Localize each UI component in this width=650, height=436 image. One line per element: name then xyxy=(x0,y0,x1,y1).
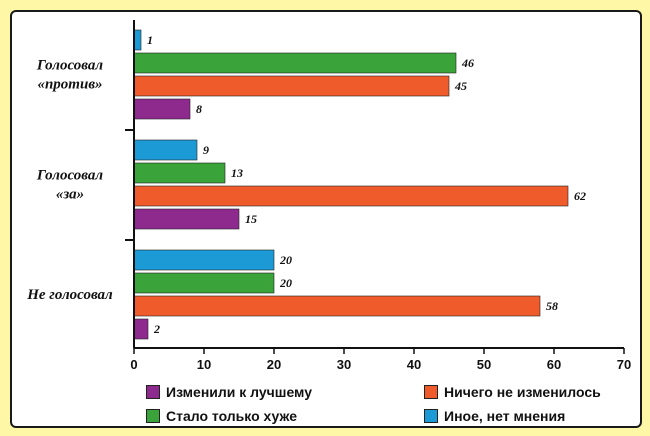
legend-item-worse: Стало только хуже xyxy=(146,408,297,424)
legend-item-better: Изменили к лучшему xyxy=(146,384,312,400)
x-tick-label-20: 20 xyxy=(267,357,281,372)
value-label-other-2: 20 xyxy=(279,253,292,267)
category-label-1-1: «за» xyxy=(56,187,84,203)
bar-unchanged-1 xyxy=(133,185,569,207)
value-label-other-0: 1 xyxy=(147,33,153,47)
category-label-0-0: Голосовал xyxy=(36,58,103,74)
x-tick-label-40: 40 xyxy=(407,357,421,372)
x-tick-label-60: 60 xyxy=(547,357,561,372)
value-label-better-2: 2 xyxy=(153,322,160,336)
legend: Изменили к лучшему Ничего не изменилось … xyxy=(146,380,616,428)
legend-swatch-worse xyxy=(146,409,160,423)
bar-worse-0 xyxy=(133,52,457,74)
legend-label-unchanged: Ничего не изменилось xyxy=(444,384,601,400)
value-label-unchanged-2: 58 xyxy=(546,299,558,313)
value-label-unchanged-0: 45 xyxy=(454,79,467,93)
x-tick-label-10: 10 xyxy=(197,357,211,372)
value-label-worse-2: 20 xyxy=(279,276,292,290)
x-tick-label-70: 70 xyxy=(617,357,631,372)
bar-other-0 xyxy=(133,29,142,51)
category-label-1-0: Голосовал xyxy=(36,168,103,184)
legend-item-unchanged: Ничего не изменилось xyxy=(424,384,601,400)
chart-frame: 1 46 45 8 Голосовал «против» 9 13 62 15 Голосовал «… xyxy=(10,10,642,428)
legend-swatch-better xyxy=(146,385,160,399)
x-tick-label-30: 30 xyxy=(337,357,351,372)
bar-unchanged-2 xyxy=(133,295,541,317)
bar-worse-2 xyxy=(133,272,275,294)
value-label-unchanged-1: 62 xyxy=(574,189,586,203)
x-tick-label-0: 0 xyxy=(130,357,137,372)
legend-label-better: Изменили к лучшему xyxy=(166,384,313,400)
value-label-better-1: 15 xyxy=(245,212,257,226)
legend-label-worse: Стало только хуже xyxy=(166,408,297,424)
bar-better-0 xyxy=(133,98,191,120)
bar-unchanged-0 xyxy=(133,75,450,97)
category-label-0-1: «против» xyxy=(37,77,102,93)
category-label-2-0: Не голосовал xyxy=(26,287,113,303)
bar-other-1 xyxy=(133,139,198,161)
bar-worse-1 xyxy=(133,162,226,184)
value-label-worse-0: 46 xyxy=(461,56,474,70)
value-label-better-0: 8 xyxy=(196,102,202,116)
x-tick-label-50: 50 xyxy=(477,357,491,372)
legend-label-other: Иное, нет мнения xyxy=(444,408,566,424)
bar-better-2 xyxy=(133,318,149,340)
value-label-other-1: 9 xyxy=(203,143,209,157)
legend-item-other: Иное, нет мнения xyxy=(424,408,565,424)
value-label-worse-1: 13 xyxy=(231,166,243,180)
bar-chart: 1 46 45 8 Голосовал «против» 9 13 62 15 Голосовал «… xyxy=(26,20,631,372)
legend-swatch-unchanged xyxy=(424,385,438,399)
legend-swatch-other xyxy=(424,409,438,423)
bar-other-2 xyxy=(133,249,275,271)
bar-better-1 xyxy=(133,208,240,230)
